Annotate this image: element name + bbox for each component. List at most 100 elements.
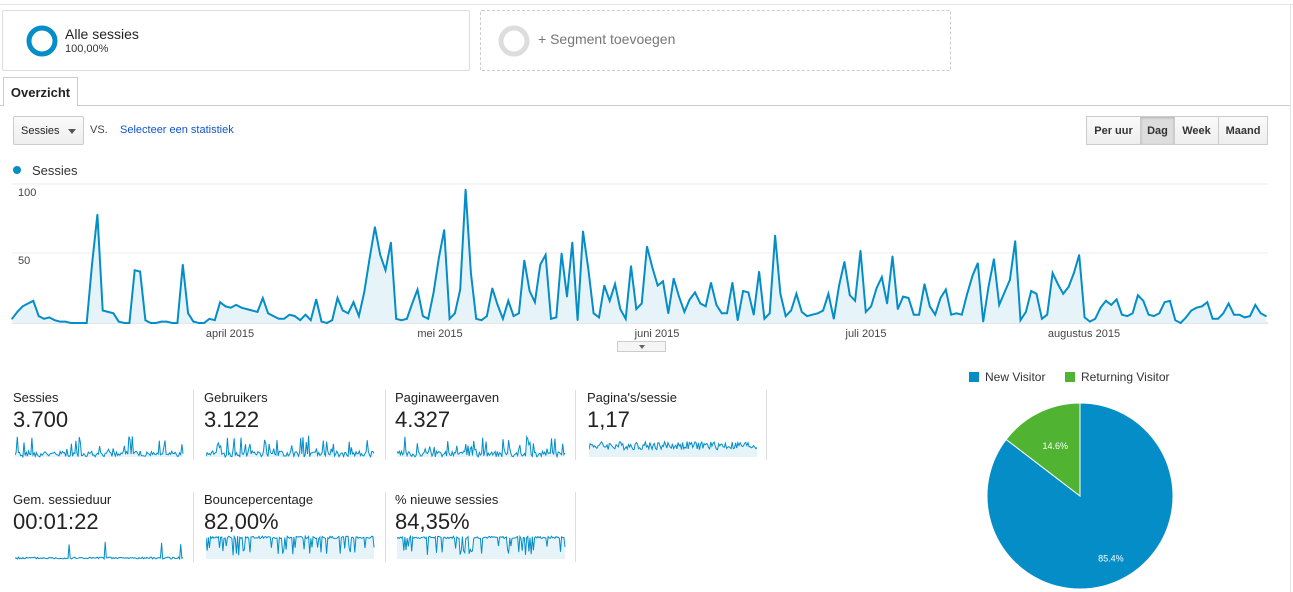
series-point xyxy=(470,272,472,274)
week-button[interactable]: Week xyxy=(1174,116,1219,145)
x-tick-label: april 2015 xyxy=(206,328,254,340)
add-segment-box[interactable]: + Segment toevoegen xyxy=(480,10,951,71)
day-button[interactable]: Dag xyxy=(1140,116,1175,145)
visitor-type-pie-chart: 85.4% 14.6% xyxy=(986,402,1174,590)
series-point xyxy=(550,318,552,320)
metric-sparkline xyxy=(15,541,184,560)
series-point xyxy=(1254,304,1257,306)
metric-sessions[interactable]: Sessies 3.700 xyxy=(13,390,193,460)
series-point xyxy=(694,291,696,294)
series-point xyxy=(720,312,723,315)
series-point xyxy=(523,259,526,262)
month-button[interactable]: Maand xyxy=(1218,116,1268,145)
granularity-buttons: Per uur Dag Week Maand xyxy=(1086,116,1268,145)
series-point xyxy=(651,266,654,269)
series-point xyxy=(865,311,867,313)
tab-overview[interactable]: Overzicht xyxy=(3,77,78,106)
series-point xyxy=(336,297,339,299)
series-point xyxy=(598,316,600,319)
metric-users[interactable]: Gebruikers 3.122 xyxy=(204,390,384,460)
series-point xyxy=(149,322,152,324)
chart-collapse-handle[interactable] xyxy=(617,341,666,352)
series-point xyxy=(998,304,1000,306)
series-point xyxy=(838,284,840,287)
per-hour-button[interactable]: Per uur xyxy=(1086,116,1141,145)
metric-avg-session-duration[interactable]: Gem. sessieduur 00:01:22 xyxy=(13,492,193,562)
series-point xyxy=(897,308,899,310)
pie-slice-returning-visitor[interactable] xyxy=(1005,402,1081,498)
sessions-line-chart: 100 50 april 2015 mei 2015 juni 2015 jul… xyxy=(11,183,1268,340)
series-point xyxy=(1099,306,1102,309)
series-legend-dot xyxy=(13,166,21,174)
metric-value: 1,17 xyxy=(587,407,630,432)
series-legend-label: Sessies xyxy=(32,163,78,178)
metric-value: 82,00% xyxy=(204,509,279,534)
series-point xyxy=(1105,300,1107,302)
series-point xyxy=(256,311,259,313)
series-point xyxy=(1163,301,1166,303)
series-point xyxy=(683,311,686,313)
series-point xyxy=(1147,313,1150,316)
series-point xyxy=(646,245,648,248)
series-point xyxy=(977,262,979,264)
metric-divider xyxy=(575,492,576,562)
metric-pageviews[interactable]: Paginaweergaven 4.327 xyxy=(395,390,575,460)
chevron-down-icon xyxy=(68,129,76,134)
series-point xyxy=(331,319,334,321)
sparkline-line xyxy=(589,440,758,452)
series-point xyxy=(961,313,963,316)
series-point xyxy=(843,261,846,263)
series-point xyxy=(656,284,659,287)
series-point xyxy=(155,322,157,324)
series-point xyxy=(363,291,366,294)
series-point xyxy=(1019,319,1022,321)
series-point xyxy=(219,301,221,303)
series-point xyxy=(795,293,798,295)
series-point xyxy=(939,297,942,299)
series-point xyxy=(1169,300,1171,302)
series-point xyxy=(43,318,45,320)
series-point xyxy=(1041,318,1043,320)
metric-select[interactable]: Sessies xyxy=(13,116,84,145)
series-point xyxy=(240,306,243,309)
series-point xyxy=(923,283,926,285)
series-point xyxy=(699,302,702,305)
segment-all-sessions[interactable]: Alle sessies 100,00% xyxy=(2,10,470,71)
series-point xyxy=(406,318,408,320)
series-point xyxy=(496,304,499,306)
series-point xyxy=(1243,316,1246,319)
metric-pages-per-session[interactable]: Pagina's/sessie 1,17 xyxy=(587,390,767,460)
series-point xyxy=(913,313,915,316)
series-point xyxy=(934,313,936,316)
series-point xyxy=(176,322,179,324)
metric-name: Pagina's/sessie xyxy=(587,390,677,405)
series-point xyxy=(1046,313,1048,316)
metric-new-sessions[interactable]: % nieuwe sessies 84,35% xyxy=(395,492,575,562)
series-point xyxy=(704,305,707,308)
series-point xyxy=(1259,312,1262,315)
series-point xyxy=(491,287,494,290)
series-point xyxy=(1206,301,1209,303)
legend-swatch-new xyxy=(969,372,979,382)
add-segment-button[interactable]: + Segment toevoegen xyxy=(538,31,676,47)
series-point xyxy=(342,309,344,312)
series-point xyxy=(875,287,878,290)
series-point xyxy=(801,311,803,313)
series-point xyxy=(678,295,680,298)
select-statistic-link[interactable]: Selecteer een statistiek xyxy=(120,124,234,136)
legend-new-visitor[interactable]: New Visitor xyxy=(969,370,1045,384)
metric-sparkline xyxy=(589,440,758,457)
series-point xyxy=(278,318,280,320)
metric-bounce-rate[interactable]: Bouncepercentage 82,00% xyxy=(204,492,384,562)
series-point xyxy=(608,300,611,302)
series-point xyxy=(411,302,414,305)
series-point xyxy=(1126,315,1129,317)
series-point xyxy=(881,276,883,278)
metric-value: 84,35% xyxy=(395,509,470,534)
series-point xyxy=(171,322,173,324)
series-point xyxy=(1201,305,1203,308)
series-point xyxy=(1073,272,1075,274)
series-point xyxy=(486,315,488,317)
series-point xyxy=(518,312,520,315)
legend-returning-visitor[interactable]: Returning Visitor xyxy=(1065,370,1170,384)
